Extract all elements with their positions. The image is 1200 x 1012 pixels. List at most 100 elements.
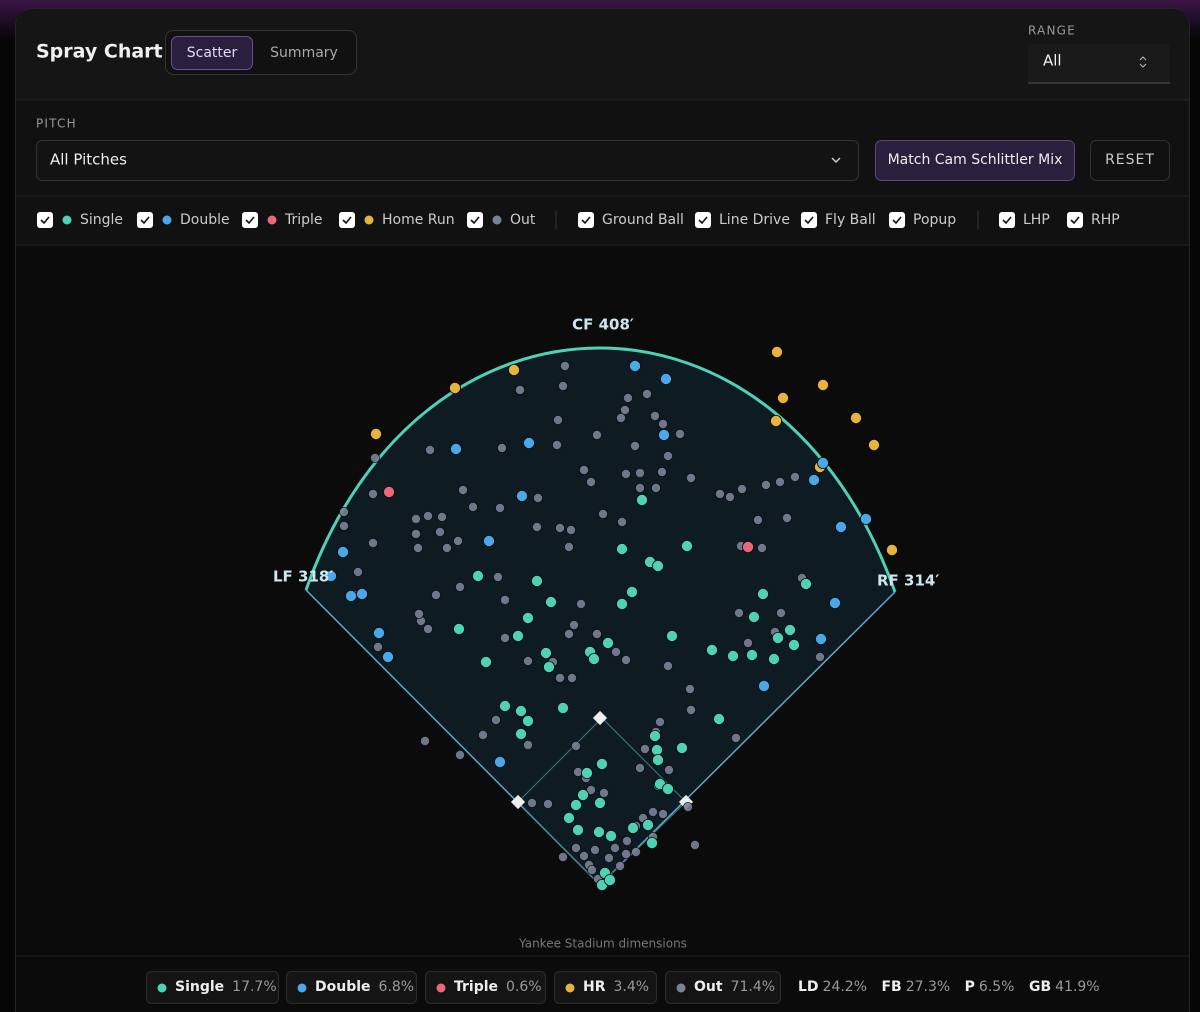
checkbox[interactable]	[339, 212, 355, 228]
point	[782, 513, 793, 524]
point	[367, 538, 378, 549]
tab-active[interactable]	[171, 36, 253, 70]
point	[748, 611, 761, 624]
point	[382, 485, 395, 498]
outfield-wall	[304, 346, 897, 593]
filter-label[interactable]: Line Drive	[719, 212, 790, 228]
summary-item: Triple 0.6%	[454, 979, 542, 995]
point	[482, 535, 495, 548]
point	[771, 345, 784, 358]
point	[743, 638, 754, 649]
point	[686, 472, 697, 483]
point	[636, 493, 649, 506]
point	[886, 544, 899, 557]
check	[581, 216, 591, 225]
point	[587, 865, 598, 876]
point	[533, 492, 544, 503]
range-value[interactable]: All	[1043, 52, 1062, 70]
point	[808, 473, 821, 486]
filter-label[interactable]: Ground Ball	[602, 212, 684, 228]
summary-value: 6.8%	[379, 979, 415, 995]
filter-label[interactable]: Home Run	[382, 212, 455, 228]
point	[655, 717, 666, 728]
filter-label[interactable]: Single	[80, 212, 123, 228]
range-select[interactable]	[1028, 44, 1170, 83]
type-name: P	[965, 979, 975, 995]
point	[658, 418, 669, 429]
filter-label[interactable]: RHP	[1091, 212, 1120, 228]
checkbox[interactable]	[467, 212, 483, 228]
type-value: 27.3%	[906, 979, 950, 995]
point	[627, 822, 640, 835]
checkbox[interactable]	[137, 212, 153, 228]
point	[800, 578, 813, 591]
point	[690, 840, 701, 851]
point	[496, 442, 507, 453]
filter-label[interactable]: Popup	[913, 212, 956, 228]
check	[804, 216, 814, 225]
point	[507, 363, 520, 376]
checkbox[interactable]	[37, 212, 53, 228]
summary-name: Triple	[454, 979, 498, 995]
point	[558, 380, 569, 391]
point	[662, 783, 675, 796]
point	[564, 629, 575, 640]
point	[660, 372, 673, 385]
point	[515, 705, 528, 718]
point	[616, 412, 627, 423]
checkbox[interactable]	[889, 212, 905, 228]
point	[493, 756, 506, 769]
point	[772, 632, 785, 645]
pitch-select[interactable]	[36, 140, 859, 181]
checkbox[interactable]	[801, 212, 817, 228]
point	[477, 730, 488, 741]
point	[355, 588, 368, 601]
point	[531, 575, 544, 588]
legend-dot	[297, 983, 307, 993]
point	[768, 653, 781, 666]
tab[interactable]: Summary	[270, 45, 338, 61]
match-text[interactable]: Match Cam Schlittler Mix	[888, 152, 1063, 168]
summary-pill	[425, 971, 546, 1004]
point	[422, 624, 433, 635]
checkbox[interactable]	[578, 212, 594, 228]
point	[860, 513, 873, 526]
checkbox[interactable]	[999, 212, 1015, 228]
filter-label[interactable]: Fly Ball	[825, 212, 876, 228]
point	[635, 467, 646, 478]
checkbox[interactable]	[695, 212, 711, 228]
reset-text[interactable]: RESET	[1105, 152, 1155, 168]
point	[683, 802, 694, 813]
point	[527, 798, 538, 809]
point	[324, 570, 337, 583]
filter-label[interactable]: Out	[510, 212, 536, 228]
point	[419, 736, 430, 747]
match-button[interactable]	[875, 140, 1075, 181]
pitch-value[interactable]: All Pitches	[50, 151, 127, 169]
reset-button[interactable]	[1090, 140, 1170, 181]
filter-label[interactable]: Triple	[284, 212, 323, 228]
tab[interactable]: Scatter	[187, 45, 238, 61]
point	[757, 588, 770, 601]
summary-value: 3.4%	[614, 979, 650, 995]
type-stats: LD 24.2% FB 27.3% P 6.5% GB 41.9%	[798, 979, 1100, 995]
point	[552, 439, 563, 450]
point	[635, 482, 646, 493]
point	[815, 652, 826, 663]
point	[631, 847, 642, 858]
point	[581, 767, 594, 780]
point	[372, 627, 385, 640]
point	[676, 742, 689, 755]
point	[344, 590, 357, 603]
filter-label[interactable]: LHP	[1023, 212, 1050, 228]
check	[140, 216, 150, 225]
checkbox[interactable]	[242, 212, 258, 228]
checkbox[interactable]	[1067, 212, 1083, 228]
point	[622, 836, 633, 847]
filter-label[interactable]: Double	[180, 212, 230, 228]
point	[492, 572, 503, 583]
point	[621, 468, 632, 479]
point	[572, 824, 585, 837]
point	[499, 633, 510, 644]
